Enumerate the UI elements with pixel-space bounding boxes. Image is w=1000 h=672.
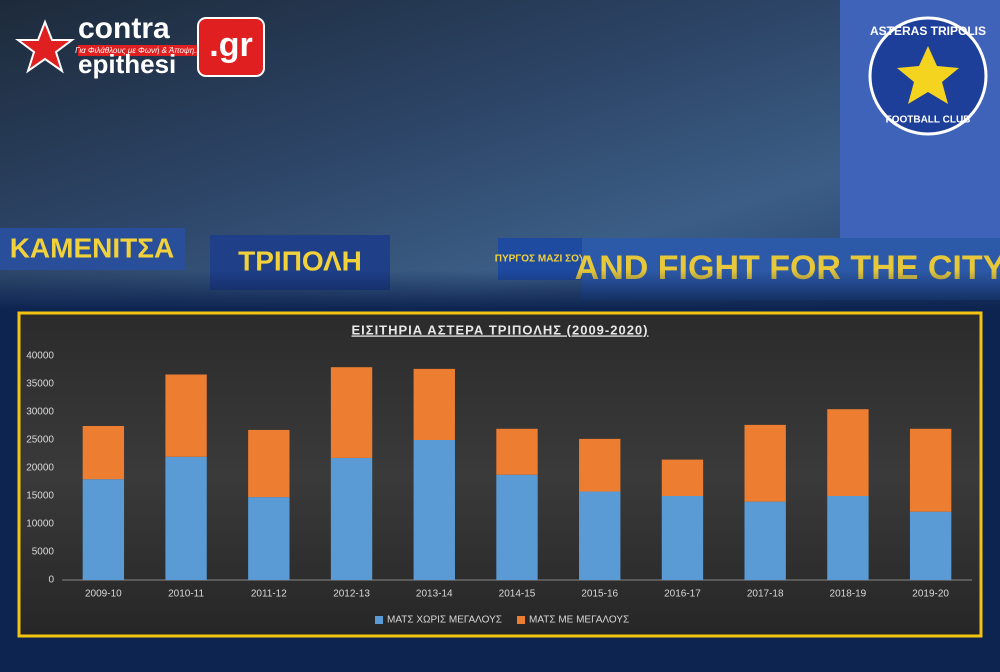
y-tick-label: 15000 [26,491,54,502]
logo-star [15,19,75,74]
y-tick-label: 30000 [26,407,54,418]
brand-slogan: Για Φιλάθλους με Φωνή & Άποψη..! [75,46,201,55]
bar-segment [661,496,704,580]
bar-segment [827,496,869,580]
bar-segment [413,368,455,440]
bar-segment [579,438,621,492]
chart: 0 5000 10000 15000 20000 25000 30000 35000 40000… [26,351,972,626]
x-tick-label: 2019-20 [912,589,949,600]
legend-swatch [375,616,383,624]
bar-segment [661,459,704,496]
x-tick-label: 2014-15 [499,589,536,600]
brand-domain: .gr [209,26,252,64]
legend-label: ΜΑΤΣ ΧΩΡΙΣ ΜΕΓΑΛΟΥΣ [387,615,502,626]
domain-badge [197,17,265,77]
bar-segment [330,367,373,458]
y-tick-label: 35000 [26,379,54,390]
x-tick-label: 2013-14 [416,589,453,600]
y-tick-label: 40000 [26,351,54,362]
bar-segment [413,440,455,580]
legend-label: ΜΑΤΣ ΜΕ ΜΕΓΑΛΟΥΣ [529,615,629,626]
bar-segment [248,497,290,580]
bar-segment [82,479,125,580]
bar-segment [165,456,207,580]
bar-segment [248,429,290,498]
y-tick-label: 5000 [32,547,55,558]
banner-text: ΚΑΜΕΝΙΤΣΑ [10,232,175,263]
brand-name: contra [78,12,170,45]
brand-name: epithesi [78,49,176,79]
bar-segment [744,501,786,580]
y-tick-label: 0 [48,575,54,586]
club-subtitle: FOOTBALL CLUB [886,115,971,126]
x-tick-label: 2016-17 [664,589,701,600]
club-name: ASTERAS TRIPOLIS [870,24,986,38]
bar-segment [165,374,207,457]
x-tick-label: 2011-12 [251,589,287,600]
x-tick-label: 2009-10 [85,589,122,600]
photo-fade [0,270,1000,310]
x-tick-label: 2018-19 [830,589,867,600]
y-tick-label: 20000 [26,463,54,474]
x-tick-label: 2012-13 [333,589,370,600]
chart-title: ΕΙΣΙΤΗΡΙΑ ΑΣΤΕΡΑ ΤΡΙΠΟΛΗΣ (2009-2020) [351,322,648,337]
bar-segment [82,426,125,480]
slogan-bar [78,45,198,56]
bar-segment [330,457,373,580]
bar-segment [909,511,952,580]
banner-text: ΠΥΡΓΟΣ ΜΑΖΙ ΣΟΥ [495,254,586,265]
legend-swatch [517,616,525,624]
x-tick-label: 2010-11 [168,589,204,600]
y-tick-label: 25000 [26,435,54,446]
x-tick-label: 2015-16 [581,589,618,600]
bar-segment [909,428,952,512]
x-tick-label: 2017-18 [747,589,784,600]
bar-segment [827,409,869,496]
y-tick-label: 10000 [26,519,54,530]
bar-segment [496,474,538,580]
club-star [897,46,959,104]
banner [0,228,185,270]
bar-segment [579,491,621,580]
bar-segment [744,424,786,502]
bar-segment [496,428,538,475]
